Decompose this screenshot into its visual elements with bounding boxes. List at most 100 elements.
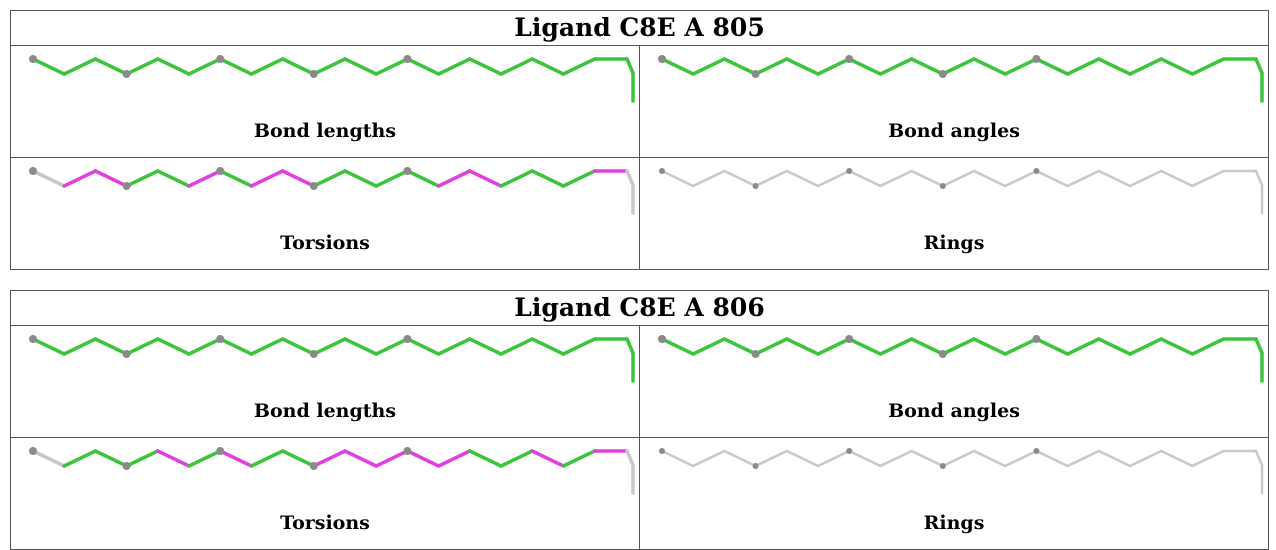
bond [280, 57, 316, 76]
molecule-diagram [659, 168, 1264, 215]
bond [124, 337, 160, 356]
bond [312, 57, 347, 76]
panel-row: Bond lengths Bond angles [11, 46, 1268, 158]
bond [156, 337, 191, 356]
bond [722, 57, 758, 76]
oxygen-atom [403, 447, 412, 455]
oxygen-atom [216, 167, 225, 175]
bond-lengths-panel: Bond lengths [11, 46, 639, 157]
oxygen-atom [1033, 168, 1040, 174]
bond [499, 57, 534, 76]
oxygen-atom [309, 462, 318, 470]
oxygen-atom [752, 183, 759, 189]
bond [1191, 169, 1225, 188]
panel-row: Torsions Rings [11, 438, 1268, 549]
bond [343, 169, 378, 188]
bond [723, 449, 757, 468]
oxygen-atom [846, 448, 853, 454]
bond [374, 169, 410, 188]
bond [124, 449, 160, 468]
bond [468, 169, 503, 188]
bond [785, 337, 820, 356]
bond [93, 169, 129, 188]
bond [625, 337, 635, 355]
bond-angles-panel: Bond angles [639, 326, 1268, 437]
bond [249, 169, 285, 188]
oxygen-atom [122, 350, 131, 358]
bond [1035, 169, 1069, 188]
oxygen-atom [752, 463, 759, 469]
bond [1097, 449, 1132, 468]
oxygen-atom [1032, 55, 1041, 63]
bond [909, 57, 945, 76]
bond-angles-panel: Bond angles [639, 46, 1268, 157]
bond [847, 449, 882, 468]
oxygen-atom [845, 55, 854, 63]
bond [785, 57, 820, 76]
bond [660, 169, 695, 188]
bond [436, 169, 472, 188]
bond [1003, 337, 1039, 356]
ligand-block-2: Ligand C8E A 806 Bond lengths Bond angle… [10, 290, 1269, 550]
bond [468, 57, 503, 76]
panel-caption: Torsions [280, 232, 370, 254]
bond [93, 337, 129, 356]
oxygen-atom [938, 70, 947, 78]
bond [436, 337, 472, 356]
bond [1128, 337, 1163, 356]
bond [249, 337, 285, 356]
bond [499, 169, 534, 188]
bond [722, 337, 758, 356]
bond [468, 449, 503, 468]
bond [312, 169, 347, 188]
bond [1128, 449, 1163, 468]
bond [941, 337, 976, 356]
bond [1003, 57, 1039, 76]
bond [187, 337, 222, 356]
panel-row: Bond lengths Bond angles [11, 326, 1268, 438]
bond [1254, 449, 1264, 467]
molecule-diagram [659, 448, 1264, 495]
bond [561, 57, 597, 76]
panel-caption: Rings [923, 232, 985, 254]
bond [561, 337, 597, 356]
bond [62, 169, 98, 188]
bond [156, 57, 191, 76]
bond [405, 57, 441, 76]
bond [374, 57, 410, 76]
molecule-diagram [29, 55, 635, 103]
bond [1066, 169, 1101, 188]
bond [847, 169, 882, 188]
bond [1159, 337, 1195, 356]
bond [405, 169, 441, 188]
oxygen-atom [751, 350, 760, 358]
oxygen-atom [403, 55, 412, 63]
oxygen-atom [29, 335, 37, 343]
bond [816, 449, 851, 468]
bond [660, 337, 695, 356]
bond [530, 449, 566, 468]
oxygen-atom [846, 168, 853, 174]
bond [93, 449, 129, 468]
bond [660, 449, 695, 468]
bond [218, 169, 254, 188]
bond [499, 337, 534, 356]
bond [31, 449, 66, 468]
bond [1159, 169, 1194, 188]
bond [625, 169, 635, 187]
oxygen-atom [939, 463, 946, 469]
bond [31, 169, 66, 188]
bond [691, 169, 726, 188]
bond [625, 449, 635, 467]
oxygen-atom [751, 70, 760, 78]
bond [1097, 337, 1132, 356]
bond [62, 337, 98, 356]
oxygen-atom [216, 55, 225, 63]
bond [249, 57, 285, 76]
bond [436, 449, 472, 468]
oxygen-atom [309, 350, 318, 358]
oxygen-atom [29, 55, 37, 63]
bond [1034, 57, 1070, 76]
bond [31, 57, 66, 76]
bond [499, 449, 534, 468]
